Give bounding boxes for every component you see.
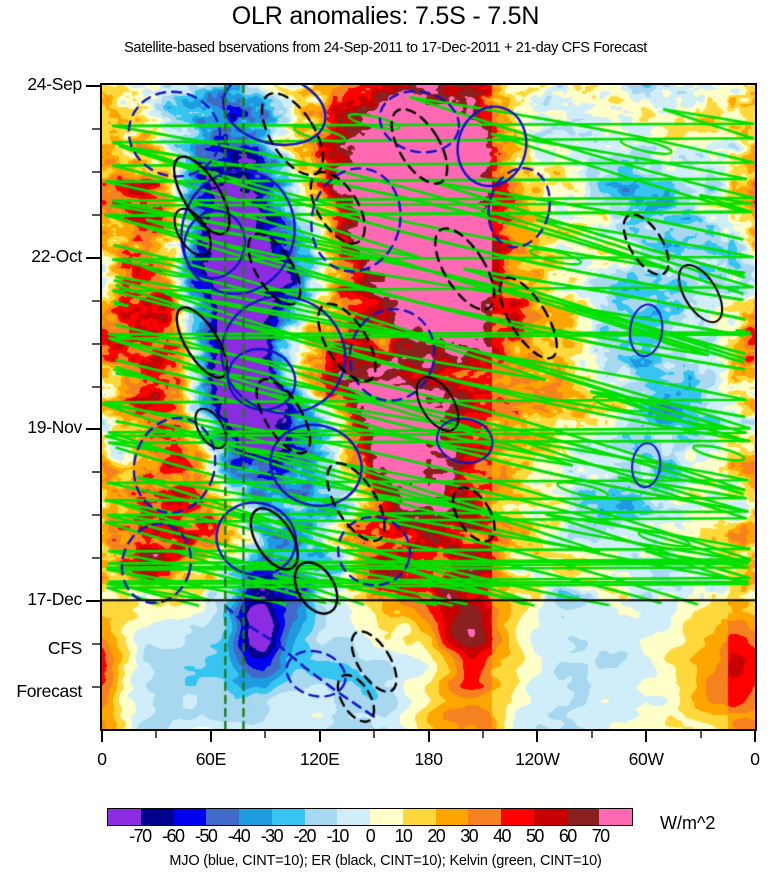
x-axis-minor-tick <box>373 731 376 738</box>
y-axis-major-tick <box>86 600 100 603</box>
x-axis-label-120w: 120W <box>515 749 560 769</box>
wave-contour-overlay <box>102 85 755 729</box>
colorbar <box>107 808 633 826</box>
y-axis-minor-tick <box>92 342 100 345</box>
x-axis-major-tick <box>536 731 539 742</box>
colorbar-swatch <box>140 809 174 825</box>
colorbar-swatch <box>271 809 305 825</box>
x-axis-label-180: 180 <box>414 749 443 769</box>
x-axis-minor-tick <box>155 731 158 738</box>
forecast-label-line1: CFS <box>47 638 82 659</box>
y-axis-minor-tick <box>92 170 100 173</box>
colorbar-tick-label: 70 <box>591 826 610 846</box>
forecast-label-line2: Forecast <box>16 681 82 702</box>
x-axis-label-0: 0 <box>97 749 107 769</box>
page-subtitle: Satellite-based bservations from 24-Sep-… <box>124 40 647 56</box>
colorbar-swatch <box>337 809 370 825</box>
colorbar-swatch <box>304 809 338 825</box>
x-axis-minor-tick <box>699 731 702 738</box>
colorbar-swatch <box>468 809 501 825</box>
colorbar-tick-label: 20 <box>427 826 445 846</box>
y-axis-label-24-sep: 24-Sep <box>27 74 82 94</box>
x-axis-label-60e: 60E <box>195 749 227 769</box>
colorbar-tick-label: 40 <box>493 826 511 846</box>
colorbar-swatch <box>501 809 534 825</box>
x-axis-major-tick <box>427 731 430 742</box>
y-axis-minor-tick <box>92 686 100 689</box>
y-axis-major-tick <box>86 428 100 431</box>
x-axis-major-tick <box>318 731 321 742</box>
y-axis-major-tick <box>86 85 100 87</box>
colorbar-unit-label: W/m^2 <box>660 813 716 833</box>
figure-caption: MJO (blue, CINT=10); ER (black, CINT=10)… <box>169 853 602 869</box>
colorbar-swatch <box>599 809 632 825</box>
y-axis-minor-tick <box>92 471 100 474</box>
y-axis-label-17-dec: 17-Dec <box>27 589 82 610</box>
colorbar-tick-label: -20 <box>293 826 317 846</box>
y-axis-minor-tick <box>92 127 100 130</box>
x-axis-minor-tick <box>590 731 593 738</box>
colorbar-swatch <box>566 809 600 825</box>
colorbar-swatch <box>173 809 207 825</box>
x-axis-label-120e: 120E <box>299 749 340 769</box>
y-axis-minor-tick <box>92 557 100 560</box>
page-title: OLR anomalies: 7.5S - 7.5N <box>231 2 540 30</box>
x-axis-label-0: 0 <box>750 749 760 769</box>
colorbar-tick-label: 10 <box>394 826 412 846</box>
colorbar-swatch <box>108 809 141 825</box>
colorbar-tick-label: -60 <box>162 826 185 846</box>
colorbar-tick-label: -30 <box>260 826 284 846</box>
colorbar-tick-label: 50 <box>525 826 544 846</box>
y-axis-label-22-oct: 22-Oct <box>31 245 82 266</box>
colorbar-tick-label: -10 <box>326 826 350 846</box>
colorbar-tick-label: 60 <box>558 826 577 846</box>
colorbar-tick-label: 30 <box>460 826 478 846</box>
plot-area <box>100 83 757 731</box>
colorbar-swatch <box>435 809 469 825</box>
x-axis-major-tick <box>209 731 212 742</box>
colorbar-swatch <box>370 809 403 825</box>
colorbar-swatch <box>239 809 272 825</box>
x-axis-minor-tick <box>481 731 484 738</box>
x-axis-label-60w: 60W <box>628 749 664 769</box>
x-axis-major-tick <box>645 731 648 742</box>
y-axis-minor-tick <box>92 213 100 216</box>
y-axis-minor-tick <box>92 514 100 517</box>
y-axis-label-19-nov: 19-Nov <box>27 417 82 438</box>
y-axis-minor-tick <box>92 385 100 388</box>
colorbar-swatch <box>533 809 567 825</box>
y-axis-major-tick <box>86 256 100 259</box>
x-axis-minor-tick <box>264 731 267 738</box>
colorbar-tick-label: -40 <box>227 826 251 846</box>
x-axis-major-tick <box>754 731 756 742</box>
colorbar-tick-label: -70 <box>129 826 152 846</box>
y-axis-minor-tick <box>92 643 100 646</box>
x-axis-major-tick <box>101 731 103 742</box>
y-axis-minor-tick <box>92 299 100 302</box>
colorbar-tick-label: 0 <box>365 826 376 846</box>
colorbar-tick-label: -50 <box>195 826 218 846</box>
colorbar-swatch <box>206 809 239 825</box>
colorbar-swatch <box>402 809 436 825</box>
